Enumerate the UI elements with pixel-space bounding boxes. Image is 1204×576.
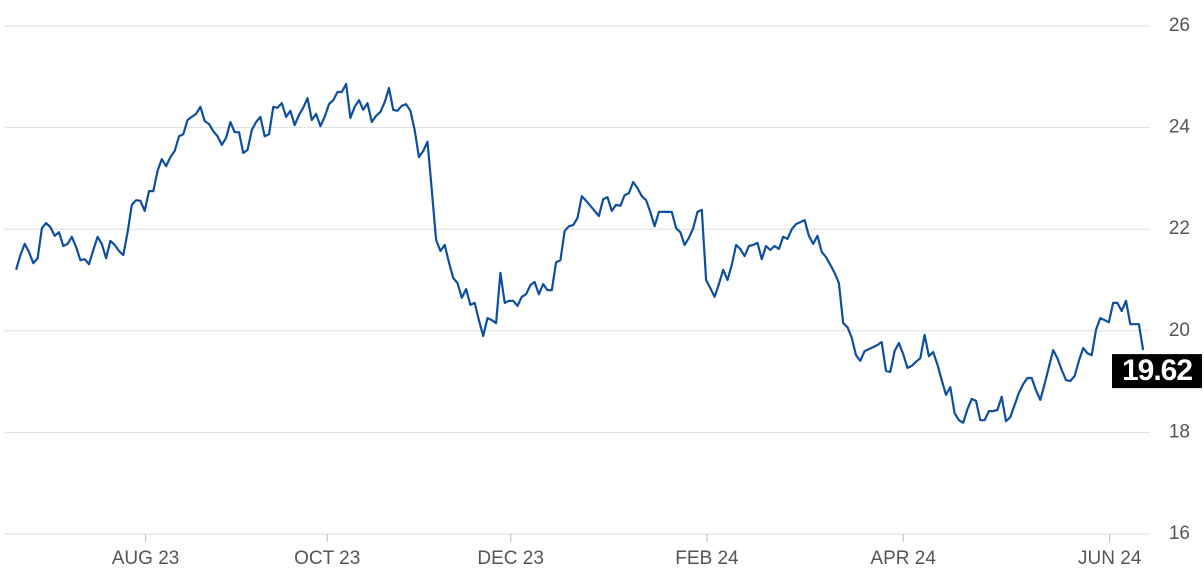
y-tick-label: 26 bbox=[1169, 15, 1190, 36]
y-tick-label: 24 bbox=[1169, 117, 1191, 138]
x-tick-label: AUG 23 bbox=[112, 548, 180, 569]
y-tick-label: 22 bbox=[1169, 218, 1190, 239]
x-tick-label: FEB 24 bbox=[675, 548, 739, 569]
y-tick-label: 16 bbox=[1169, 523, 1190, 544]
last-value-box bbox=[1112, 354, 1202, 389]
y-tick-label: 20 bbox=[1169, 320, 1190, 341]
price-line bbox=[15, 82, 1145, 424]
x-tick-label: OCT 23 bbox=[294, 548, 360, 569]
x-tick-label: APR 24 bbox=[870, 548, 936, 569]
x-tick-label: DEC 23 bbox=[477, 548, 544, 569]
x-tick-label: JUN 24 bbox=[1078, 548, 1142, 569]
last-value-label: 19.62 bbox=[1122, 354, 1192, 387]
y-tick-label: 18 bbox=[1169, 421, 1190, 442]
last-value-badge: 19.62 bbox=[1112, 354, 1202, 389]
